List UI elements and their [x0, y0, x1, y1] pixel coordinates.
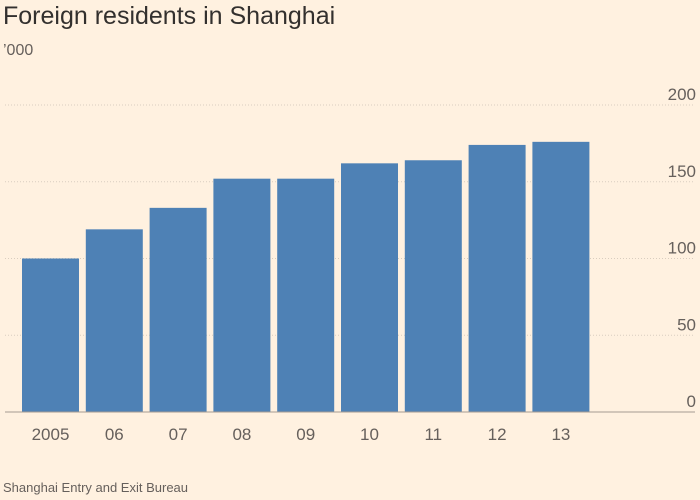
bar: [277, 178, 335, 412]
x-tick-label: 07: [169, 425, 188, 444]
chart-title: Foreign residents in Shanghai: [3, 2, 336, 30]
bar: [468, 144, 526, 412]
chart-source: Shanghai Entry and Exit Bureau: [3, 480, 189, 495]
y-tick-label: 200: [668, 85, 696, 104]
y-tick-label: 0: [687, 392, 696, 411]
y-tick-label: 150: [668, 162, 696, 181]
bar: [213, 178, 271, 412]
bar: [404, 160, 462, 412]
x-tick-label: 13: [551, 425, 570, 444]
x-tick-label: 12: [488, 425, 507, 444]
bar: [341, 163, 398, 412]
y-tick-label: 100: [668, 239, 696, 258]
bar: [532, 141, 590, 412]
chart-unit: ’000: [3, 42, 34, 59]
bar: [85, 229, 143, 412]
x-tick-label: 2005: [32, 425, 70, 444]
bar: [149, 207, 207, 412]
x-tick-label: 08: [232, 425, 251, 444]
x-tick-label: 10: [360, 425, 379, 444]
x-tick-label: 09: [296, 425, 315, 444]
x-tick-label: 06: [105, 425, 124, 444]
y-tick-label: 50: [677, 315, 696, 334]
x-tick-label: 11: [424, 425, 442, 444]
bar: [22, 258, 79, 412]
